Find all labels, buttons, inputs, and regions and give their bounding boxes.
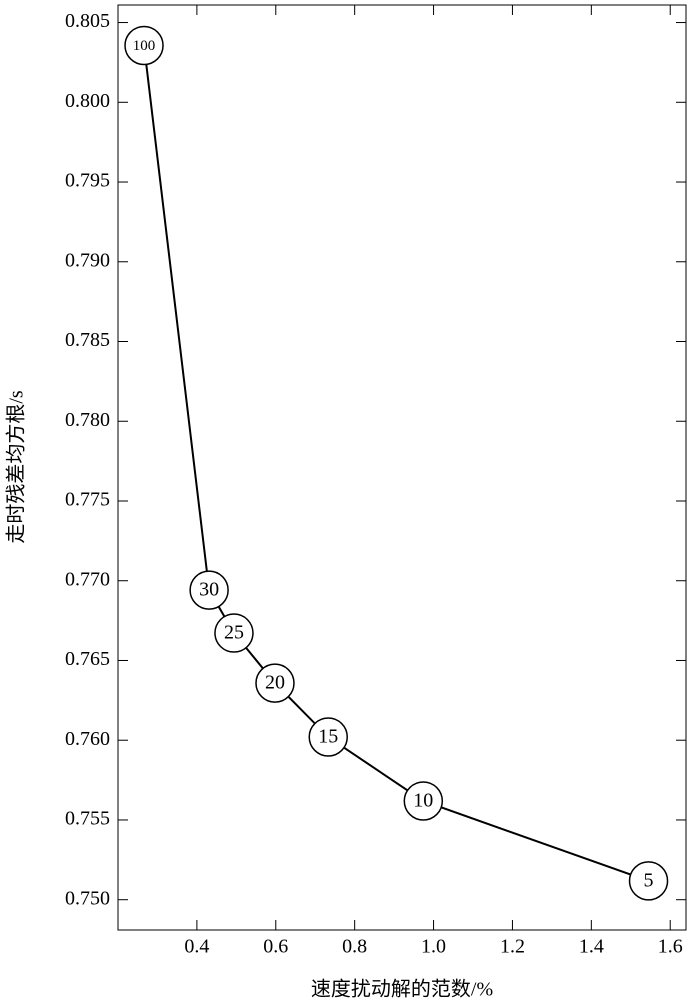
data-point bbox=[214, 613, 254, 653]
data-point bbox=[124, 25, 164, 66]
x-tick-label: 1.0 bbox=[421, 936, 446, 958]
x-tick-label: 0.4 bbox=[184, 936, 209, 958]
y-tick-label: 0.795 bbox=[65, 170, 110, 192]
x-tick-label: 1.4 bbox=[579, 936, 604, 958]
data-line bbox=[143, 45, 649, 882]
y-tick-label: 0.760 bbox=[65, 728, 110, 750]
y-tick-label: 0.790 bbox=[65, 249, 110, 271]
data-point bbox=[403, 781, 444, 821]
data-point bbox=[308, 717, 348, 757]
point-label: 100 bbox=[133, 38, 156, 54]
x-tick-label: 0.6 bbox=[263, 936, 288, 958]
y-tick-label: 0.785 bbox=[65, 329, 110, 351]
point-label: 10 bbox=[413, 790, 433, 812]
y-tick-label: 0.805 bbox=[65, 10, 110, 32]
y-tick-label: 0.765 bbox=[65, 648, 110, 670]
y-tick-label: 0.750 bbox=[65, 887, 110, 909]
y-tick-label: 0.780 bbox=[65, 409, 110, 431]
data-point bbox=[628, 861, 669, 901]
x-axis-label: 速度扰动解的范数/% bbox=[311, 978, 493, 1001]
data-point bbox=[255, 663, 295, 703]
y-tick-label: 0.755 bbox=[65, 808, 110, 830]
y-axis-label: 走时残差均方根/s bbox=[5, 390, 28, 544]
y-tick-label: 0.770 bbox=[65, 568, 110, 590]
y-tick-label: 0.775 bbox=[65, 489, 110, 511]
x-tick-label: 1.2 bbox=[500, 936, 525, 958]
plot-frame bbox=[117, 4, 687, 931]
data-point bbox=[189, 570, 229, 610]
y-tick-label: 0.800 bbox=[65, 90, 110, 112]
point-label: 25 bbox=[224, 622, 244, 644]
point-label: 20 bbox=[265, 672, 285, 694]
x-tick-label: 0.8 bbox=[342, 936, 367, 958]
point-label: 5 bbox=[644, 869, 654, 891]
point-label: 30 bbox=[199, 579, 219, 601]
point-label: 15 bbox=[318, 726, 338, 748]
x-tick-label: 1.6 bbox=[658, 936, 683, 958]
